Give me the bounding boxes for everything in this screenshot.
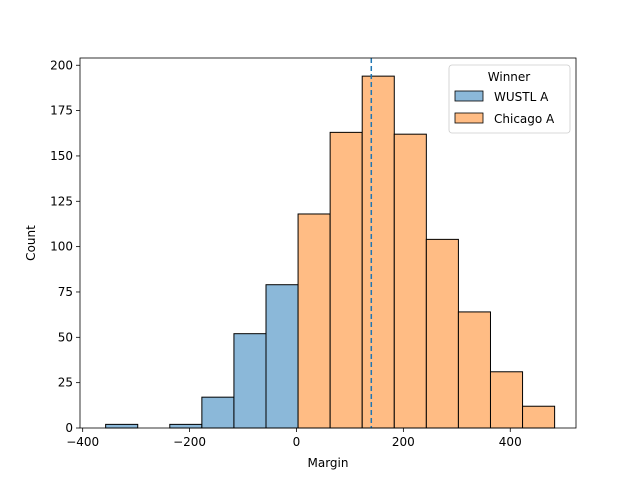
plot-frame (79, 57, 577, 429)
y-axis-ticks: 0 25 50 75 100 125 150 175 200 (50, 58, 80, 435)
x-tick-label: 200 (392, 435, 415, 449)
x-axis-label: Margin (308, 456, 349, 470)
x-tick-label: −400 (66, 435, 99, 449)
x-axis-ticks: −400 −200 0 200 400 (66, 428, 522, 449)
bar-chicago-0 (297, 213, 331, 429)
y-tick-label: 75 (58, 285, 73, 299)
y-tick-label: 125 (50, 194, 73, 208)
y-tick-label: 150 (50, 149, 73, 163)
legend-label-wustl: WUSTL A (494, 90, 549, 104)
bars-layer (105, 75, 556, 429)
bar-wustl-3 (201, 396, 235, 429)
bar-chicago-7 (522, 405, 556, 429)
legend-swatch-wustl (454, 90, 484, 102)
y-tick-label: 100 (50, 240, 73, 254)
y-tick-label: 50 (58, 330, 73, 344)
bar-chicago-6 (489, 371, 524, 429)
bar-chicago-4 (425, 238, 459, 429)
x-tick-label: 400 (499, 435, 522, 449)
bar-wustl-4 (233, 333, 267, 429)
bar-chicago-1 (329, 131, 363, 429)
y-tick-label: 25 (58, 376, 73, 390)
y-axis-label: Count (24, 225, 38, 261)
y-tick-label: 0 (65, 421, 73, 435)
y-tick-label: 200 (50, 58, 73, 72)
legend-label-chicago: Chicago A (494, 112, 555, 126)
bar-wustl-2 (169, 423, 203, 429)
legend-title: Winner (488, 70, 531, 84)
x-tick-label: 0 (293, 435, 301, 449)
legend-swatch-chicago (454, 112, 484, 124)
legend: Winner WUSTL A Chicago A (448, 64, 571, 134)
bar-chicago-5 (457, 311, 491, 429)
x-tick-label: −200 (173, 435, 206, 449)
y-tick-label: 175 (50, 104, 73, 118)
bar-chicago-2 (361, 75, 395, 429)
bar-chicago-3 (393, 133, 427, 429)
bar-wustl-0 (105, 423, 139, 429)
bar-wustl-5 (265, 284, 299, 429)
